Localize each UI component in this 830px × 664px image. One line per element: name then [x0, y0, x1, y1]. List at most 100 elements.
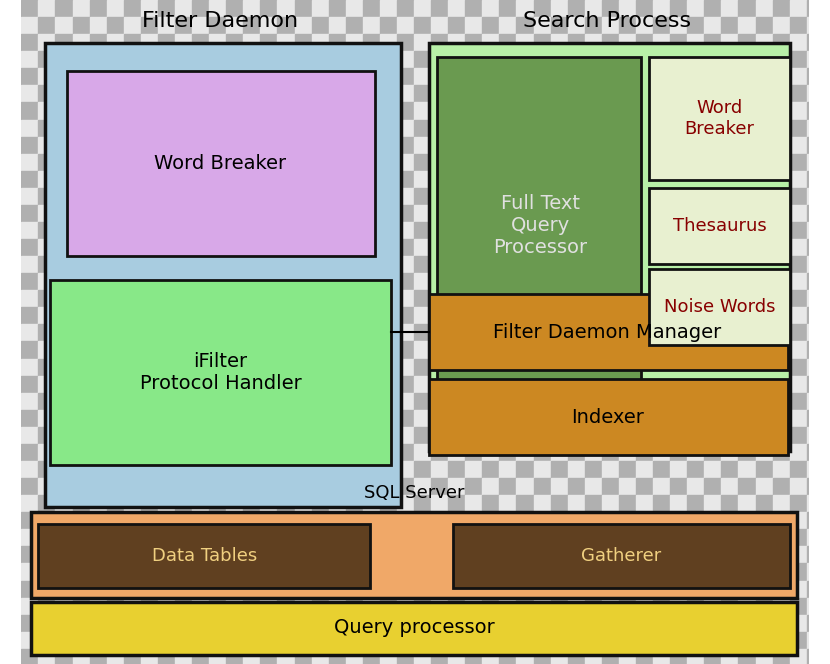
Bar — [397, 137, 414, 153]
Bar — [397, 649, 414, 664]
Bar — [705, 631, 721, 649]
Bar — [397, 461, 414, 478]
Bar — [56, 546, 72, 564]
Bar — [158, 512, 175, 529]
Bar — [568, 188, 585, 205]
Bar — [124, 290, 141, 307]
Bar — [158, 290, 175, 307]
Bar — [277, 153, 295, 171]
Bar — [824, 598, 830, 615]
Bar — [739, 51, 755, 68]
Bar — [38, 188, 56, 205]
Bar — [346, 0, 363, 17]
Bar — [56, 341, 72, 359]
Bar — [90, 102, 107, 120]
Bar — [158, 478, 175, 495]
Bar — [619, 341, 636, 359]
Bar — [295, 222, 311, 239]
Bar — [516, 290, 534, 307]
Bar — [56, 137, 72, 153]
Bar — [431, 86, 448, 102]
Bar — [277, 102, 295, 120]
Bar — [227, 86, 243, 102]
Bar — [124, 51, 141, 68]
Bar — [789, 222, 807, 239]
Bar — [568, 461, 585, 478]
Bar — [22, 17, 38, 34]
Bar — [397, 273, 414, 290]
Bar — [721, 444, 739, 461]
Bar — [209, 188, 227, 205]
Bar — [619, 461, 636, 478]
Bar — [550, 137, 568, 153]
Bar — [141, 376, 158, 392]
Bar — [773, 615, 789, 631]
Bar — [619, 222, 636, 239]
Bar — [619, 256, 636, 273]
Bar — [397, 495, 414, 512]
Bar — [56, 290, 72, 307]
Bar — [773, 564, 789, 580]
Bar — [602, 171, 619, 188]
Bar — [568, 102, 585, 120]
Bar — [568, 478, 585, 495]
Bar — [687, 171, 705, 188]
Bar — [192, 120, 209, 137]
Bar — [90, 359, 107, 376]
Bar — [448, 102, 466, 120]
Bar — [619, 205, 636, 222]
Bar — [670, 495, 687, 512]
Bar — [466, 17, 482, 34]
Bar — [789, 478, 807, 495]
Bar — [619, 102, 636, 120]
Bar — [124, 598, 141, 615]
Bar — [482, 427, 500, 444]
Bar — [636, 359, 653, 376]
Bar — [670, 222, 687, 239]
Bar — [670, 376, 687, 392]
Bar — [500, 256, 516, 273]
Bar — [807, 546, 824, 564]
Bar — [755, 17, 773, 34]
Bar — [124, 495, 141, 512]
Bar — [568, 171, 585, 188]
Bar — [380, 512, 397, 529]
Bar — [175, 444, 192, 461]
Bar — [653, 34, 670, 51]
Bar — [414, 188, 431, 205]
Bar — [466, 34, 482, 51]
Bar — [448, 529, 466, 546]
Bar — [602, 461, 619, 478]
Bar — [397, 153, 414, 171]
Bar — [466, 580, 482, 598]
Bar — [261, 512, 277, 529]
Bar — [72, 359, 90, 376]
Bar — [824, 239, 830, 256]
Bar — [619, 325, 636, 341]
Bar — [670, 273, 687, 290]
Bar — [516, 598, 534, 615]
Bar — [602, 222, 619, 239]
Bar — [755, 86, 773, 102]
Bar — [277, 341, 295, 359]
Bar — [739, 341, 755, 359]
Bar — [636, 649, 653, 664]
Bar — [397, 564, 414, 580]
Bar — [807, 205, 824, 222]
Bar — [277, 68, 295, 86]
Bar — [687, 86, 705, 102]
Bar — [414, 444, 431, 461]
Bar — [482, 546, 500, 564]
Bar — [568, 495, 585, 512]
Bar — [107, 239, 124, 256]
Bar — [22, 51, 38, 68]
Bar — [807, 564, 824, 580]
Bar — [90, 598, 107, 615]
Bar — [500, 290, 516, 307]
Bar — [602, 410, 619, 427]
Bar — [516, 325, 534, 341]
Bar — [311, 461, 329, 478]
Bar — [56, 86, 72, 102]
Bar — [329, 564, 346, 580]
Bar — [602, 495, 619, 512]
